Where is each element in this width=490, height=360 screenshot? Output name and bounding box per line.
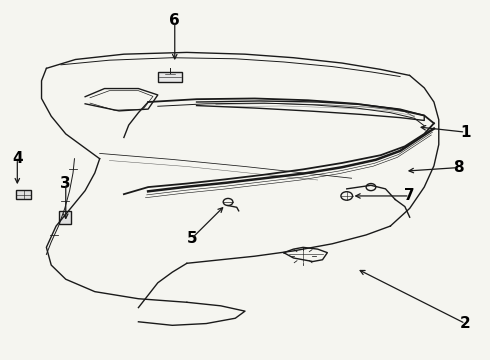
Text: 6: 6 <box>170 13 180 28</box>
Text: 1: 1 <box>460 125 471 140</box>
Text: 3: 3 <box>60 176 71 191</box>
FancyBboxPatch shape <box>158 72 181 82</box>
Text: 4: 4 <box>12 151 23 166</box>
Text: 5: 5 <box>186 231 197 246</box>
Bar <box>59 211 71 224</box>
Bar <box>16 190 31 199</box>
Text: 2: 2 <box>460 316 471 331</box>
Text: 7: 7 <box>404 188 415 203</box>
Text: 8: 8 <box>453 160 464 175</box>
